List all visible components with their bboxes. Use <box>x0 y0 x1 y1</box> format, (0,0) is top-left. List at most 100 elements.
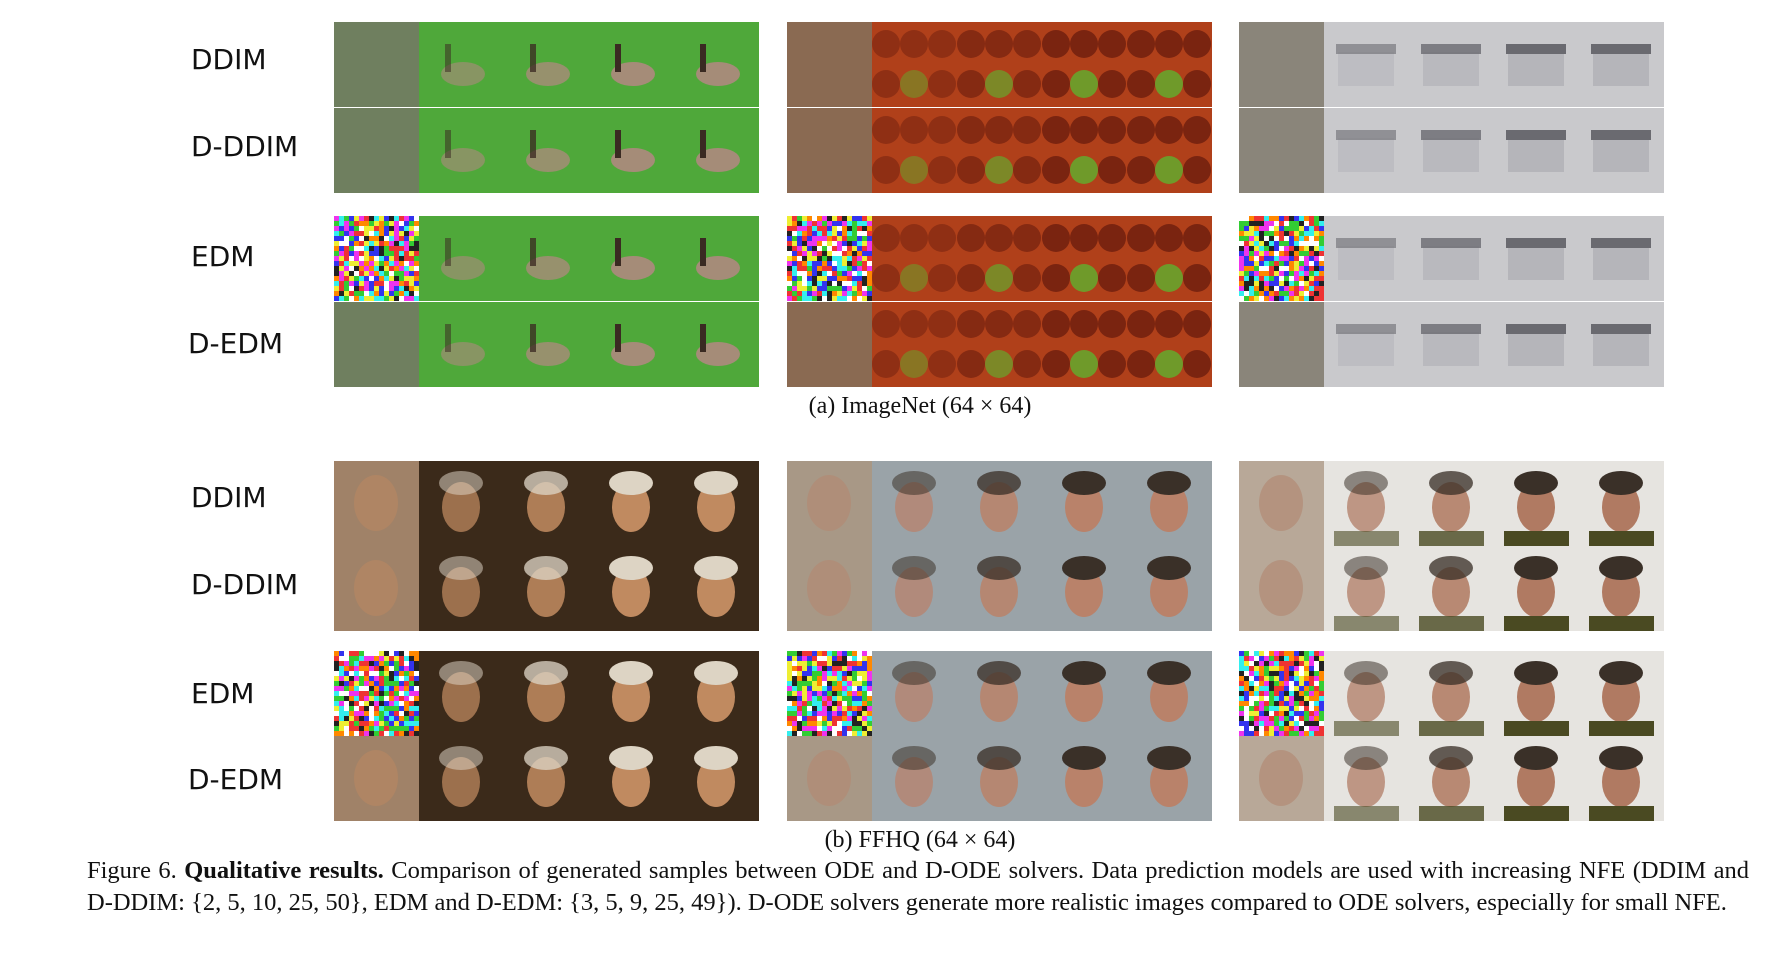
sample-image <box>1239 302 1324 387</box>
sample-image <box>1239 216 1324 301</box>
sample-image <box>1409 108 1494 193</box>
sample-image <box>334 216 419 301</box>
sample-image <box>674 651 759 736</box>
sample-strip <box>1239 546 1664 631</box>
sample-image <box>1127 216 1212 301</box>
sample-strip <box>1239 302 1664 387</box>
row-label-ddim: DDIM <box>191 481 267 514</box>
sample-image <box>334 736 419 821</box>
sample-image <box>872 302 957 387</box>
sample-image <box>1494 216 1579 301</box>
sample-image <box>334 22 419 107</box>
sample-image <box>787 108 872 193</box>
sample-image <box>1579 108 1664 193</box>
figure-caption: Figure 6. Qualitative results. Compariso… <box>87 855 1749 919</box>
sample-image <box>419 546 504 631</box>
sample-image <box>1494 546 1579 631</box>
sample-image <box>1409 651 1494 736</box>
sample-image <box>504 461 589 546</box>
sample-image <box>1042 736 1127 821</box>
sample-image <box>419 736 504 821</box>
sample-strip <box>334 651 759 736</box>
sample-image <box>1324 651 1409 736</box>
sample-strip <box>334 108 759 193</box>
panel-caption-ffhq: (b) FFHQ (64 × 64) <box>824 827 1016 853</box>
sample-image <box>1042 461 1127 546</box>
sample-strip <box>1239 461 1664 546</box>
sample-image <box>1127 546 1212 631</box>
sample-image <box>872 651 957 736</box>
sample-image <box>1127 108 1212 193</box>
sample-image <box>1579 461 1664 546</box>
sample-image <box>1127 22 1212 107</box>
sample-image <box>1494 651 1579 736</box>
sample-image <box>1042 546 1127 631</box>
sample-image <box>1324 461 1409 546</box>
sample-image <box>872 461 957 546</box>
sample-image <box>504 546 589 631</box>
row-label-d-edm: D-EDM <box>188 327 284 360</box>
sample-image <box>419 22 504 107</box>
sample-image <box>1409 302 1494 387</box>
sample-image <box>787 22 872 107</box>
figure-caption-title: Qualitative results. <box>184 857 384 884</box>
sample-image <box>589 651 674 736</box>
sample-strip <box>787 108 1212 193</box>
sample-image <box>334 108 419 193</box>
sample-image <box>787 461 872 546</box>
sample-image <box>872 216 957 301</box>
sample-strip <box>1239 651 1664 736</box>
sample-image <box>872 736 957 821</box>
sample-strip <box>334 461 759 546</box>
sample-image <box>504 216 589 301</box>
sample-image <box>419 651 504 736</box>
sample-image <box>589 546 674 631</box>
sample-image <box>1324 302 1409 387</box>
sample-strip <box>334 302 759 387</box>
sample-strip <box>1239 22 1664 107</box>
sample-image <box>334 302 419 387</box>
sample-image <box>787 216 872 301</box>
sample-image <box>1042 651 1127 736</box>
sample-strip <box>787 216 1212 301</box>
sample-strip <box>1239 108 1664 193</box>
sample-image <box>419 461 504 546</box>
sample-image <box>787 546 872 631</box>
figure-number: Figure 6. <box>87 857 177 884</box>
sample-image <box>504 302 589 387</box>
sample-image <box>589 461 674 546</box>
row-label-d-ddim: D-DDIM <box>191 568 299 601</box>
sample-image <box>589 736 674 821</box>
row-label-d-ddim: D-DDIM <box>191 130 299 163</box>
sample-image <box>674 546 759 631</box>
sample-image <box>1494 108 1579 193</box>
sample-strip <box>1239 736 1664 821</box>
sample-image <box>872 22 957 107</box>
sample-image <box>957 461 1042 546</box>
sample-image <box>1409 461 1494 546</box>
sample-image <box>1579 736 1664 821</box>
sample-image <box>674 108 759 193</box>
sample-image <box>1579 302 1664 387</box>
sample-image <box>1239 22 1324 107</box>
sample-image <box>1579 22 1664 107</box>
sample-image <box>1324 736 1409 821</box>
sample-image <box>1042 108 1127 193</box>
sample-image <box>957 216 1042 301</box>
sample-image <box>1127 302 1212 387</box>
sample-image <box>334 546 419 631</box>
sample-strip <box>787 302 1212 387</box>
sample-strip <box>334 546 759 631</box>
sample-image <box>674 461 759 546</box>
sample-image <box>334 651 419 736</box>
sample-image <box>674 302 759 387</box>
sample-image <box>589 22 674 107</box>
sample-image <box>674 736 759 821</box>
sample-strip <box>334 736 759 821</box>
sample-image <box>957 108 1042 193</box>
sample-strip <box>787 461 1212 546</box>
row-label-d-edm: D-EDM <box>188 763 284 796</box>
sample-image <box>1579 216 1664 301</box>
sample-image <box>589 108 674 193</box>
